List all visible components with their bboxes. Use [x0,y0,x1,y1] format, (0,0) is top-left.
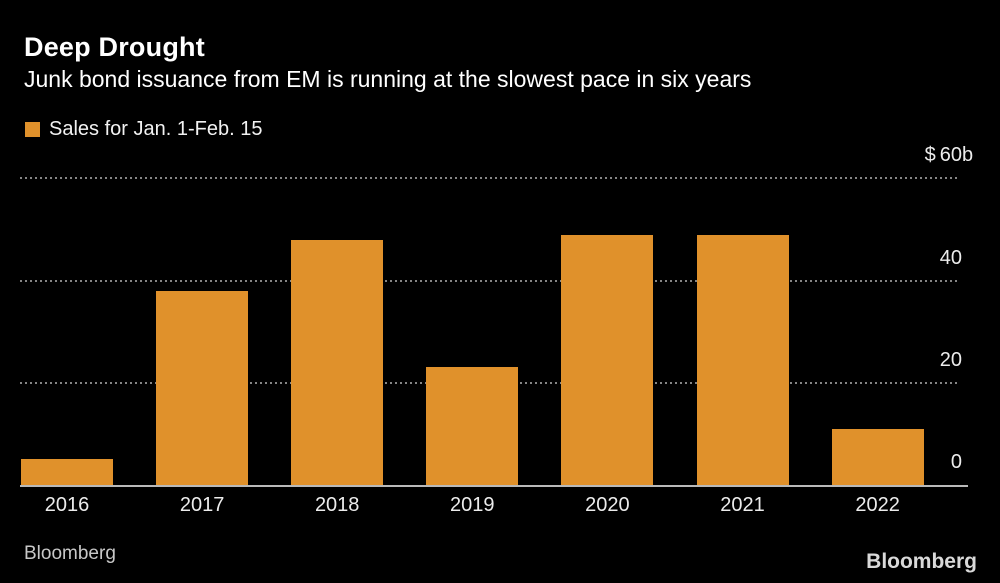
gridline-60 [20,177,960,180]
gridline-40 [20,279,960,282]
bar-2019 [426,367,519,485]
y-axis-label-60: $60b [924,144,974,167]
y-axis-label-0: 0 [950,451,962,473]
x-axis-baseline [20,485,968,487]
x-axis-label-2020: 2020 [585,494,630,516]
bloomberg-logo: Bloomberg [866,550,977,573]
bar-2018 [291,239,384,485]
source-attribution: Bloomberg [24,543,116,564]
legend: Sales for Jan. 1-Feb. 15 [25,118,262,141]
bar-2017 [156,290,249,485]
x-axis-label-2016: 2016 [44,494,90,516]
bar-2022 [831,428,924,485]
y-axis-label-40: 40 [939,246,962,269]
x-axis-label-2022: 2022 [855,494,900,516]
legend-swatch-icon [25,122,40,137]
x-axis-label-2019: 2019 [450,494,495,516]
x-axis-label-2021: 2021 [720,494,765,516]
x-axis-label-2018: 2018 [314,494,360,516]
bar-2016 [21,459,113,485]
y-axis-label-20: 20 [939,348,962,371]
legend-label: Sales for Jan. 1-Feb. 15 [49,118,263,140]
bar-2021 [696,234,789,485]
x-axis-label-2017: 2017 [179,494,225,516]
chart-subtitle: Junk bond issuance from EM is running at… [24,66,752,92]
chart-title: Deep Drought [24,32,205,62]
bar-2020 [561,234,654,485]
